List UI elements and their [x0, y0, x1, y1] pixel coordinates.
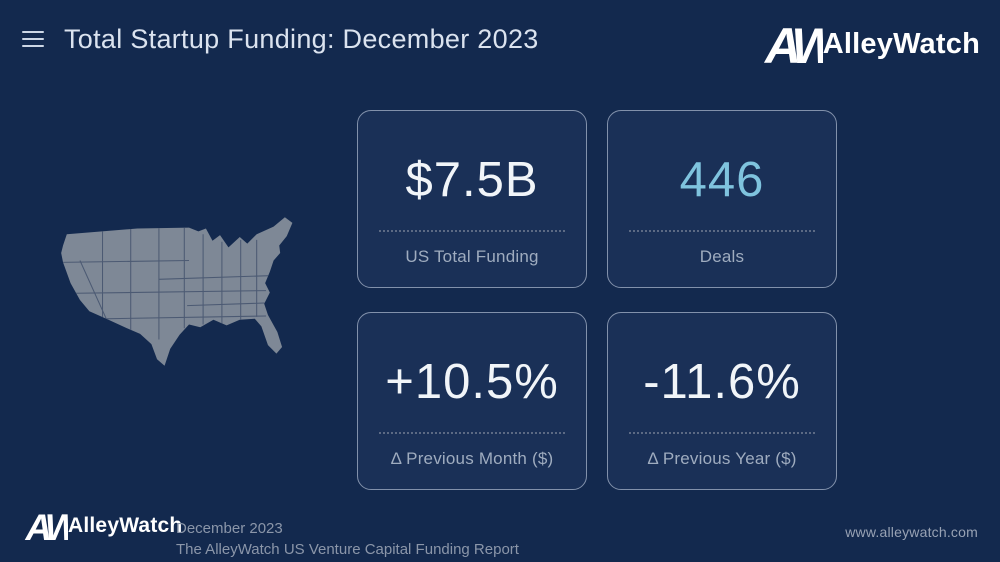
stat-value: 446	[679, 152, 765, 207]
stat-label: Δ Previous Month ($)	[390, 449, 554, 468]
stat-cards-grid: $7.5B US Total Funding 446 Deals +10.5% …	[357, 110, 837, 490]
hamburger-menu-icon[interactable]	[22, 31, 44, 47]
alleywatch-monogram-icon: AW	[763, 18, 823, 70]
dotted-divider	[379, 432, 565, 434]
card-deals: 446 Deals	[607, 110, 837, 288]
alleywatch-footer-logo: AW AlleyWatch	[24, 506, 182, 546]
stat-value: $7.5B	[405, 152, 539, 207]
dotted-divider	[629, 432, 815, 434]
footer-website: www.alleywatch.com	[845, 524, 978, 540]
card-delta-previous-year: -11.6% Δ Previous Year ($)	[607, 312, 837, 490]
us-map	[46, 206, 332, 394]
brand-name: AlleyWatch	[822, 27, 980, 60]
stat-value: -11.6%	[643, 354, 801, 409]
brand-name: AlleyWatch	[68, 514, 183, 537]
alleywatch-monogram-icon: AW	[24, 507, 68, 546]
svg-text:AW: AW	[24, 507, 68, 546]
card-us-total-funding: $7.5B US Total Funding	[357, 110, 587, 288]
footer-report-info: December 2023 The AlleyWatch US Venture …	[176, 518, 519, 561]
footer-period: December 2023	[176, 520, 283, 537]
footer-report-title: The AlleyWatch US Venture Capital Fundin…	[176, 541, 519, 559]
stat-value: +10.5%	[385, 354, 559, 409]
stat-label: Δ Previous Year ($)	[647, 449, 797, 468]
svg-text:AW: AW	[763, 18, 823, 70]
stat-label: Deals	[699, 247, 745, 266]
page-title: Total Startup Funding: December 2023	[64, 24, 539, 54]
dotted-divider	[629, 230, 815, 232]
stat-label: US Total Funding	[405, 247, 539, 266]
card-delta-previous-month: +10.5% Δ Previous Month ($)	[357, 312, 587, 490]
alleywatch-logo: AW AlleyWatch	[763, 18, 980, 70]
dotted-divider	[379, 230, 565, 232]
